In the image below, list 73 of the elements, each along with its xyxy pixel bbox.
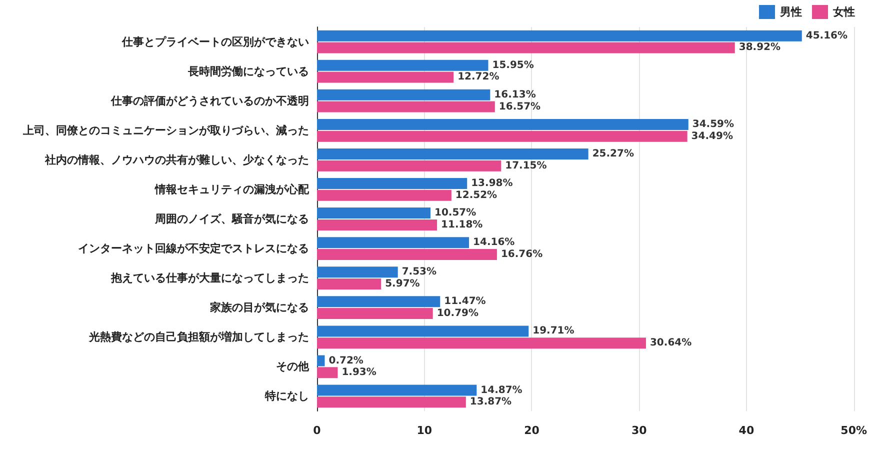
x-tick-label: 0 bbox=[313, 424, 322, 437]
y-tick-label: インターネット回線が不安定でストレスになる bbox=[78, 242, 309, 256]
bar bbox=[317, 338, 646, 349]
bar bbox=[317, 42, 735, 54]
data-label: 7.53% bbox=[402, 266, 437, 278]
data-label: 34.49% bbox=[691, 130, 733, 142]
x-tick-label: 40 bbox=[738, 424, 754, 437]
bar bbox=[317, 248, 497, 260]
y-tick-label: 長時間労働になっている bbox=[187, 64, 309, 78]
y-tick-label: 光熱費などの自己負担額が増加してしまった bbox=[88, 330, 309, 344]
data-label: 11.18% bbox=[441, 219, 483, 230]
data-label: 1.93% bbox=[342, 367, 376, 378]
y-tick-label: 抱えている仕事が大量になってしまった bbox=[110, 272, 309, 285]
data-label: 17.15% bbox=[505, 160, 547, 172]
bar bbox=[317, 148, 588, 160]
data-label: 38.92% bbox=[738, 42, 781, 54]
bar bbox=[317, 367, 338, 378]
y-tick-label: 仕事の評価がどうされているのか不透明 bbox=[110, 94, 309, 108]
data-label: 5.97% bbox=[385, 278, 420, 290]
x-tick-label: 20 bbox=[524, 424, 540, 437]
bar bbox=[317, 72, 454, 83]
data-label: 10.57% bbox=[434, 208, 476, 219]
y-tick-label: 特になし bbox=[264, 390, 309, 403]
data-label: 34.59% bbox=[692, 118, 734, 130]
data-label: 30.64% bbox=[650, 338, 692, 349]
bar bbox=[317, 237, 470, 248]
legend-label: 女性 bbox=[832, 6, 855, 18]
y-tick-label: 情報セキュリティの漏洩が心配 bbox=[154, 182, 310, 196]
bar bbox=[317, 296, 440, 308]
data-label: 16.76% bbox=[500, 248, 543, 260]
bar bbox=[317, 219, 438, 230]
data-label: 13.98% bbox=[471, 178, 513, 190]
y-tick-label: 社内の情報、ノウハウの共有が難しい、少なくなった bbox=[44, 153, 309, 166]
data-label: 12.52% bbox=[455, 190, 498, 201]
bar bbox=[317, 308, 433, 320]
data-label: 15.95% bbox=[492, 60, 534, 71]
data-label: 14.16% bbox=[473, 237, 515, 248]
bar bbox=[317, 278, 382, 290]
data-label: 16.13% bbox=[494, 89, 536, 100]
bar bbox=[317, 60, 488, 71]
bar bbox=[317, 178, 468, 190]
data-label: 12.72% bbox=[458, 72, 500, 83]
bar bbox=[317, 118, 688, 130]
x-tick-label: 30 bbox=[631, 424, 648, 437]
data-label: 16.57% bbox=[498, 101, 541, 112]
bar bbox=[317, 160, 502, 172]
data-label: 19.71% bbox=[532, 326, 574, 337]
y-tick-label: 家族の目が気になる bbox=[209, 301, 309, 314]
bar bbox=[317, 355, 325, 366]
data-label: 10.79% bbox=[436, 308, 479, 320]
y-tick-label: 上司、同僚とのコミュニケーションが取りづらい、減った bbox=[22, 124, 309, 137]
y-tick-label: 周囲のノイズ、騒音が気になる bbox=[154, 212, 309, 226]
bar bbox=[317, 384, 477, 396]
bar bbox=[317, 326, 529, 337]
bar bbox=[317, 130, 688, 142]
bar bbox=[317, 30, 802, 42]
data-label: 0.72% bbox=[328, 355, 364, 366]
data-label: 13.87% bbox=[470, 396, 512, 408]
data-label: 25.27% bbox=[592, 148, 634, 160]
y-tick-label: その他 bbox=[276, 360, 310, 374]
bar bbox=[317, 89, 490, 100]
y-tick-label: 仕事とプライベートの区別ができない bbox=[121, 35, 309, 48]
bar bbox=[317, 190, 452, 201]
legend-label: 男性 bbox=[779, 6, 802, 18]
x-tick-label: 50% bbox=[840, 424, 868, 437]
data-label: 11.47% bbox=[444, 296, 486, 308]
data-label: 14.87% bbox=[480, 384, 522, 396]
bar bbox=[317, 208, 430, 219]
x-tick-label: 10 bbox=[416, 424, 432, 437]
bar bbox=[317, 396, 466, 408]
bar bbox=[317, 101, 495, 112]
bar bbox=[317, 266, 398, 278]
data-label: 45.16% bbox=[806, 30, 848, 42]
